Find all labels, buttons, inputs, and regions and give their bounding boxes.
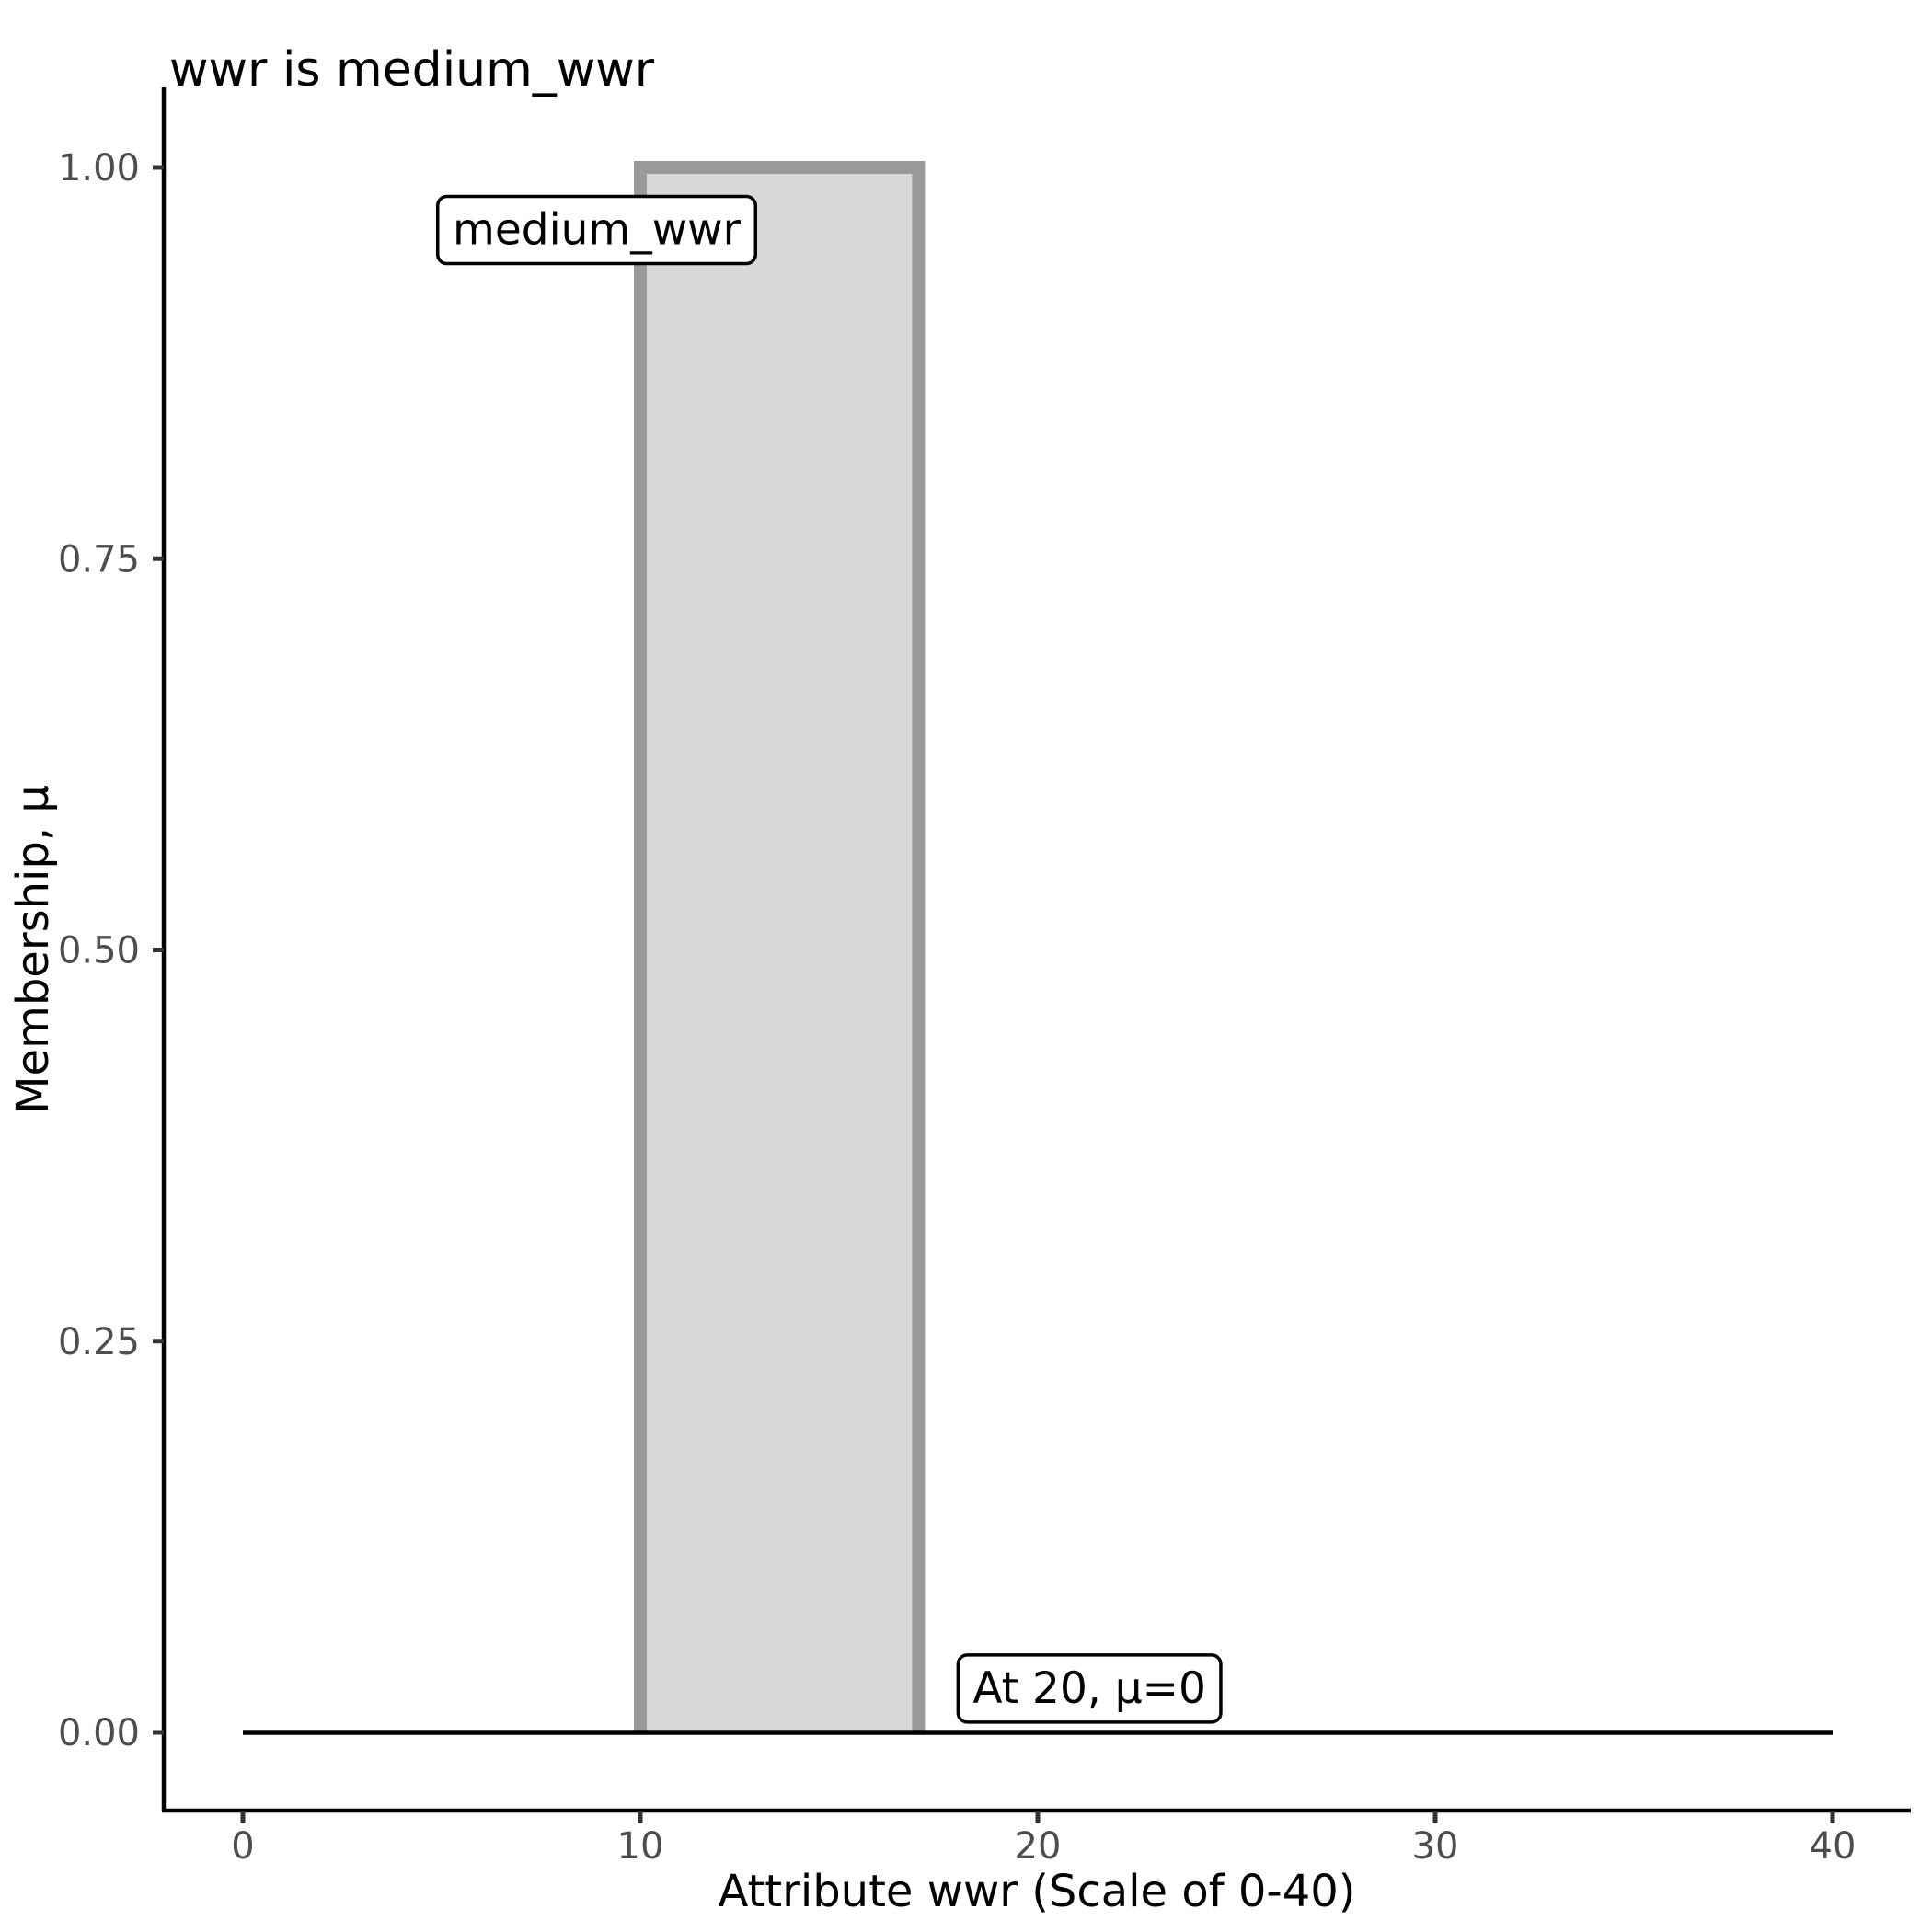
annotations-layer: medium_wwr At 20, μ=0 <box>435 194 1223 1724</box>
annotation-text: medium_wwr <box>453 205 742 256</box>
y-tick-label: 1.00 <box>58 147 140 190</box>
y-tick-label: 0.00 <box>58 1712 140 1754</box>
annotation-text: At 20, μ=0 <box>972 1663 1206 1714</box>
annotation-box <box>435 194 758 266</box>
annotation: At 20, μ=0 <box>956 1653 1223 1724</box>
x-tick-label: 30 <box>1412 1825 1459 1868</box>
x-tick-label: 20 <box>1015 1825 1062 1868</box>
x-axis-title: Attribute wwr (Scale of 0-40) <box>718 1866 1355 1917</box>
y-axis-title: Membership, μ <box>7 785 59 1114</box>
plot-title: wwr is medium_wwr <box>169 42 655 98</box>
x-tick-label: 40 <box>1810 1825 1857 1868</box>
y-tick-label: 0.75 <box>58 538 140 581</box>
annotation-box <box>956 1653 1223 1724</box>
x-tick-label: 0 <box>231 1825 254 1868</box>
series-layer <box>243 161 1833 1735</box>
axes-layer: 0 10 20 30 40 0.00 0.25 0.50 0.75 1.00 <box>58 87 1911 1868</box>
y-tick-label: 0.25 <box>58 1321 140 1363</box>
mf-rectangle <box>634 161 926 1732</box>
x-tick-label: 10 <box>617 1825 664 1868</box>
y-tick-label: 0.50 <box>58 930 140 972</box>
annotation: medium_wwr <box>435 194 758 266</box>
